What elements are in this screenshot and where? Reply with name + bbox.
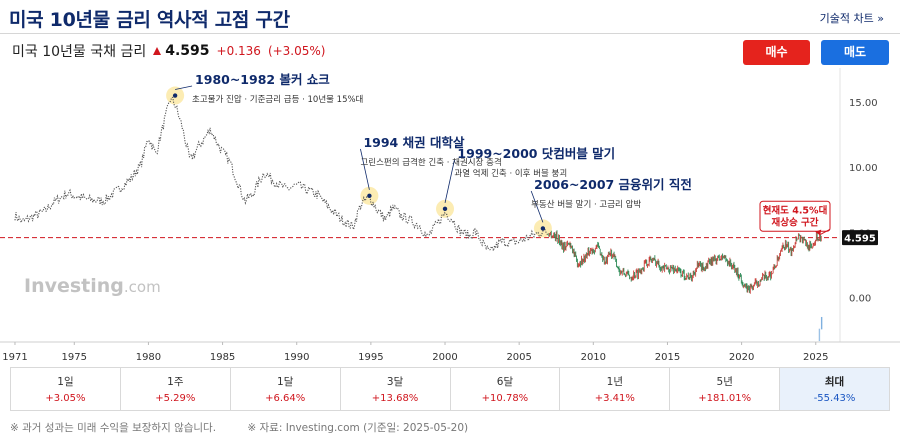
x-tick-label: 2010 [581,352,606,363]
watermark-brand: Investing [24,275,124,297]
period-cell[interactable]: 1주 +5.29% [121,368,231,410]
annotation-subtitle: 과열 억제 긴축 · 이후 버블 붕괴 [454,168,567,179]
footer-disclaimer: ※ 과거 성과는 미래 수익을 보장하지 않습니다. [10,422,217,434]
period-label: 1달 [277,376,294,388]
period-label: 3달 [386,376,404,388]
x-tick-label: 1990 [284,352,309,363]
x-tick-label: 1975 [62,352,87,363]
title-bar: 미국 10년물 금리 역사적 고점 구간 기술적 차트 » [0,0,900,34]
period-label: 최대 [824,376,845,388]
sell-button[interactable]: 매도 [821,40,889,65]
x-tick-label: 2025 [803,352,828,363]
callout-line: 현재도 4.5%대 [763,204,828,216]
tech-chart-link[interactable]: 기술적 차트 » [819,12,884,25]
period-cell[interactable]: 1일 +3.05% [11,368,121,410]
x-tick-label: 1985 [210,352,235,363]
period-cell[interactable]: 5년 +181.01% [670,368,781,410]
x-tick-label: 1980 [136,352,161,363]
annotation-marker [442,206,448,212]
annotation-leader [444,159,455,203]
volume-bar [820,316,823,330]
ticker-row: 미국 10년물 국채 금리 4.595 +0.136 (+3.05%) [12,41,325,61]
up-arrow-icon [153,47,162,55]
callout-line: 재상승 구간 [771,216,818,228]
current-value-box [842,230,878,246]
annotation-subtitle: 부동산 버블 말기 · 고금리 압박 [531,199,641,210]
period-cell[interactable]: 1달 +6.64% [231,368,341,410]
ticker-change: +0.136 [216,44,261,58]
period-cell[interactable]: 최대 -55.43% [780,368,889,410]
annotation-leader [175,85,193,90]
ticker-name: 미국 10년물 국채 금리 [12,44,147,60]
annotation-subtitle: 그린스펀의 급격한 긴축 · 채권시장 충격 [360,157,501,168]
annotation-title: 2006~2007 금융위기 직전 [534,177,692,192]
investing-watermark: Investing.com [24,275,161,297]
period-cell[interactable]: 6달 +10.78% [451,368,561,410]
x-tick-label: 2015 [655,352,680,363]
annotation-leader [360,148,370,190]
annotation-leader [530,190,544,223]
volume-bar [818,328,821,342]
series-line-historical [14,96,549,253]
period-value: +13.68% [371,393,419,404]
annotation-marker [367,193,372,199]
footer-source: ※ 자료: Investing.com (기준일: 2025-05-20) [247,422,469,434]
period-value: +181.01% [698,393,752,404]
x-tick-label: 2000 [432,352,457,363]
buy-button[interactable]: 매수 [743,40,810,65]
watermark-suffix: .com [124,278,161,296]
series-candles [548,230,822,294]
callout-box [759,200,831,232]
y-tick-label: 10.00 [849,163,878,174]
period-cell[interactable]: 1년 +3.41% [560,368,671,410]
y-tick-label: 15.00 [849,98,878,109]
ticker-change-pct: (+3.05%) [267,44,326,58]
callout-leader [819,228,831,236]
period-value: +6.64% [265,393,306,404]
period-performance-table: 1일 +3.05% 1주 +5.29% 1달 +6.64% 3달 +13.68% 6달 +10.7… [10,367,890,411]
period-label: 1년 [606,376,623,388]
period-label: 1일 [57,376,74,388]
annotation-subtitle: 초고물가 진압 · 기준금리 급등 · 10년물 15%대 [192,94,363,105]
current-value-label: 4.595 [844,234,876,245]
annotation-marker [540,226,546,231]
period-label: 1주 [167,376,184,388]
x-tick-label: 1971 [2,352,27,363]
y-tick-label: 0.00 [849,293,871,304]
period-value: +10.78% [481,393,529,404]
period-cell[interactable]: 3달 +13.68% [341,368,451,410]
annotation-title: 1980~1982 볼커 쇼크 [195,72,330,87]
period-label: 6달 [496,376,514,388]
period-value: -55.43% [813,393,856,404]
annotation-marker [172,93,178,98]
annotation-title: 1999~2000 닷컴버블 말기 [457,146,615,161]
x-tick-label: 2020 [729,352,754,363]
period-value: +5.29% [155,393,196,404]
period-value: +3.41% [594,393,635,404]
footer: ※ 과거 성과는 미래 수익을 보장하지 않습니다. ※ 자료: Investi… [10,420,496,435]
period-label: 5년 [716,376,733,388]
period-value: +3.05% [45,393,86,404]
x-tick-label: 2005 [506,352,531,363]
price-chart: 0.005.0010.0015.001971197519801985199019… [0,68,900,363]
x-tick-label: 1995 [358,352,383,363]
ticker-price: 4.595 [165,43,210,59]
annotation-title: 1994 채권 대학살 [363,135,464,150]
callout-arrow [815,229,822,236]
page-title: 미국 10년물 금리 역사적 고점 구간 [9,9,290,31]
